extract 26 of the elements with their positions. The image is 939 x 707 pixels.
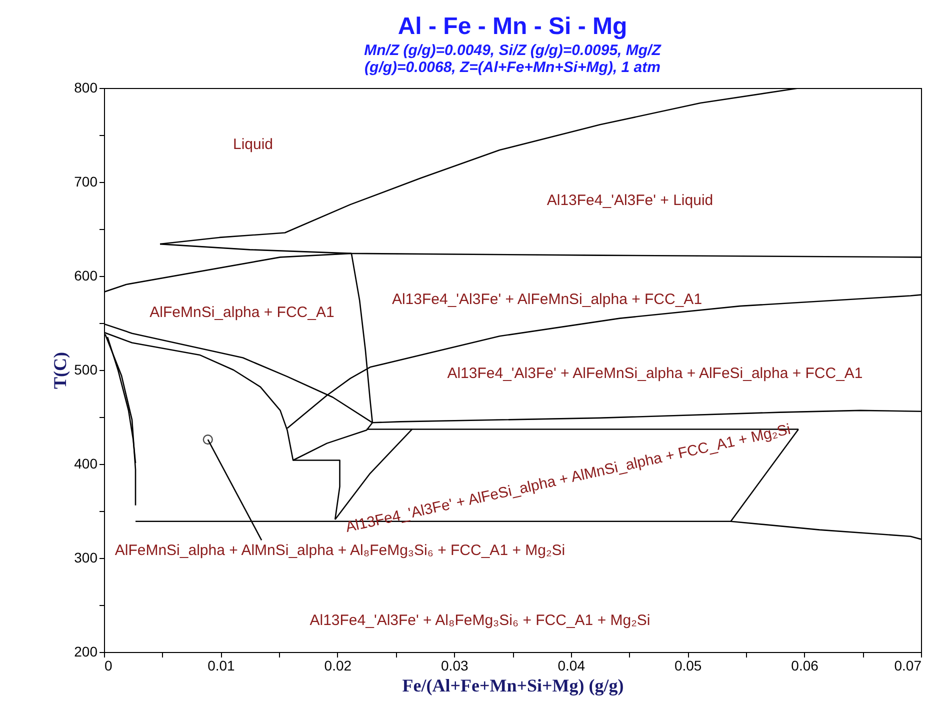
y-tick-label: 600 bbox=[74, 268, 98, 284]
chart-subtitle: Mn/Z (g/g)=0.0049, Si/Z (g/g)=0.0095, Mg/Z (g/g)=0.0068, Z=(Al+Fe+Mn+Si+Mg), 1 atm bbox=[364, 42, 662, 76]
annotation: Al13Fe4_'Al3Fe' + AlFeMnSi_alpha + FCC_A1 bbox=[392, 291, 702, 308]
x-axis-title: Fe/(Al+Fe+Mn+Si+Mg) (g/g) bbox=[402, 676, 624, 696]
x-tick-label: 0.03 bbox=[441, 658, 468, 674]
y-tick-label: 300 bbox=[74, 550, 98, 566]
annotation: Al13Fe4_'Al3Fe' + AlFeMnSi_alpha + AlFeSi_alpha + FCC_A1 bbox=[447, 365, 863, 382]
y-tick-label: 500 bbox=[74, 362, 98, 378]
x-tick-label: 0.07 bbox=[894, 658, 922, 674]
annotation: AlFeMnSi_alpha + AlMnSi_alpha + Al₈FeMg₃Si₆ + FCC_A1 + Mg₂Si bbox=[114, 542, 566, 559]
x-tick-label: 0.01 bbox=[208, 658, 236, 674]
y-axis-title: T(C) bbox=[50, 352, 70, 389]
x-tick-label: 0 bbox=[104, 658, 112, 674]
y-tick-label: 800 bbox=[74, 80, 98, 96]
annotation: Al13Fe4_'Al3Fe' + Liquid bbox=[546, 192, 714, 209]
annotation: Liquid bbox=[232, 136, 274, 153]
y-tick-label: 700 bbox=[74, 174, 98, 190]
annotation: Al13Fe4_'Al3Fe' + Al₈FeMg₃Si₆ + FCC_A1 + Mg₂Si bbox=[310, 612, 650, 629]
x-tick-label: 0.02 bbox=[324, 658, 352, 674]
y-tick-label: 400 bbox=[74, 456, 98, 472]
x-tick-label: 0.05 bbox=[674, 658, 702, 674]
x-tick-label: 0.04 bbox=[558, 658, 586, 674]
y-tick-label: 200 bbox=[74, 644, 98, 660]
chart-title: Al - Fe - Mn - Si - Mg bbox=[398, 13, 628, 40]
x-tick-label: 0.06 bbox=[791, 658, 819, 674]
annotation: AlFeMnSi_alpha + FCC_A1 bbox=[150, 304, 334, 321]
